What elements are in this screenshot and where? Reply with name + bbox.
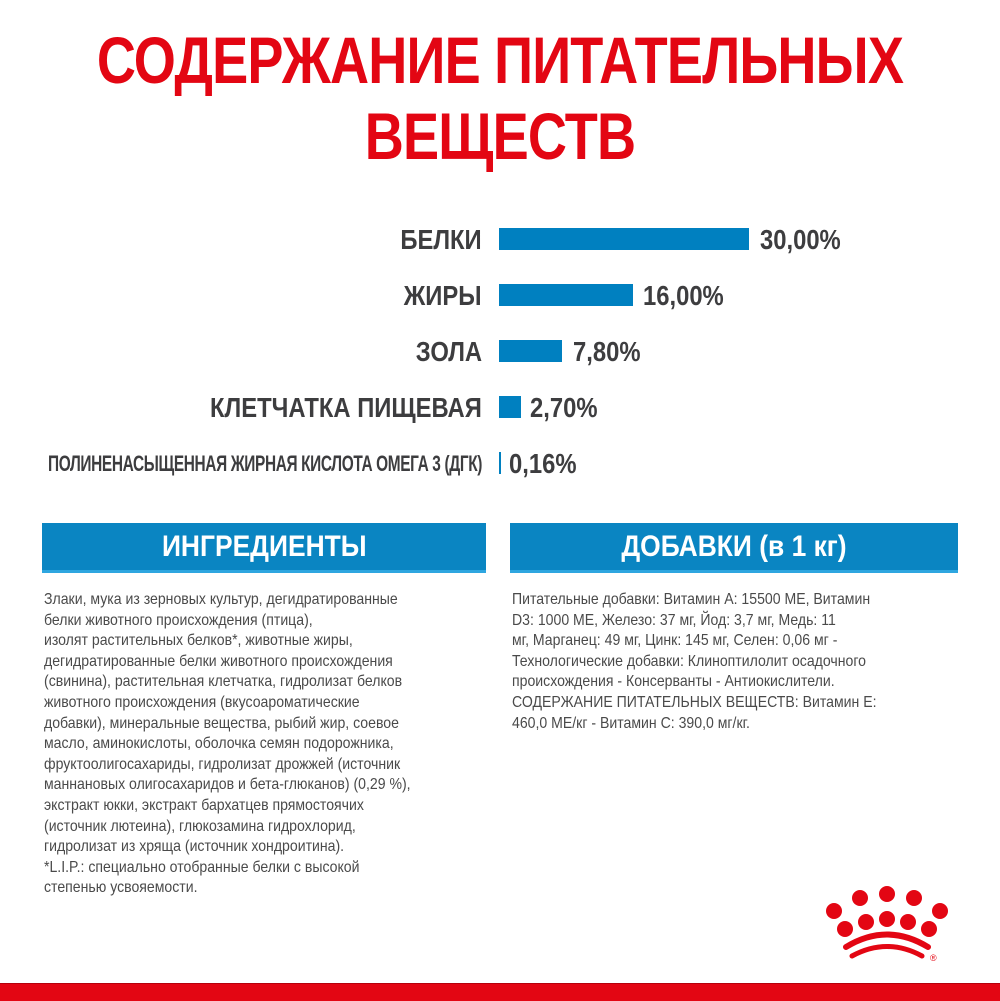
- ingredients-text: Злаки, мука из зерновых культур, дегидра…: [44, 590, 411, 899]
- ingredients-header: ИНГРЕДИЕНТЫ: [42, 523, 486, 573]
- chart-row-ash: ЗОЛА 7,80%: [0, 332, 1000, 372]
- ingredients-line: гидролизат из хряща (источник хондроитин…: [44, 838, 345, 856]
- chart-label: ЗОЛА: [415, 336, 482, 367]
- chart-row-protein: БЕЛКИ 30,00%: [0, 220, 1000, 260]
- chart-label: КЛЕТЧАТКА ПИЩЕВАЯ: [210, 392, 482, 423]
- chart-value: 30,00%: [760, 224, 841, 255]
- chart-bar: [499, 228, 749, 250]
- chart-value: 7,80%: [573, 336, 641, 367]
- ingredients-line: масло, аминокислоты, оболочка семян подо…: [44, 735, 394, 753]
- ingredients-line: (свинина), растительная клетчатка, гидро…: [44, 673, 403, 691]
- chart-bar: [499, 396, 521, 418]
- bottom-red-band: [0, 983, 1000, 1001]
- chart-label: ЖИРЫ: [404, 280, 482, 311]
- additives-line: D3: 1000 МЕ, Железо: 37 мг, Йод: 3,7 мг,…: [512, 611, 836, 629]
- additives-line: мг, Марганец: 49 мг, Цинк: 145 мг, Селен…: [512, 632, 838, 650]
- chart-value: 2,70%: [530, 392, 598, 423]
- ingredients-line: экстракт юкки, экстракт бархатцев прямос…: [44, 796, 364, 814]
- ingredients-line: фруктоолигосахариды, гидролизат дрожжей …: [44, 755, 401, 773]
- chart-value: 16,00%: [643, 280, 724, 311]
- additives-header: ДОБАВКИ (в 1 кг): [510, 523, 958, 573]
- additives-line: 460,0 МЕ/кг - Витамин С: 390,0 мг/кг.: [512, 714, 750, 732]
- chart-bar: [499, 340, 562, 362]
- additives-line: СОДЕРЖАНИЕ ПИТАТЕЛЬНЫХ ВЕЩЕСТВ: Витамин …: [512, 693, 877, 711]
- ingredients-line: (источник лютеина), глюкозамина гидрохло…: [44, 817, 356, 835]
- ingredients-line: животного происхождения (вкусоароматичес…: [44, 693, 360, 711]
- ingredients-line: *L.I.P.: специально отобранные белки с в…: [44, 858, 360, 876]
- ingredients-line: маннановых олигосахаридов и бета-глюкано…: [44, 776, 411, 794]
- chart-label: БЕЛКИ: [400, 224, 482, 255]
- chart-value: 0,16%: [509, 448, 577, 479]
- additives-line: происхождения - Консерванты - Антиокисли…: [512, 673, 835, 691]
- additives-line: Питательные добавки: Витамин А: 15500 МЕ…: [512, 591, 871, 608]
- chart-bar: [499, 452, 501, 474]
- ingredients-line: дегидратированные белки животного происх…: [44, 652, 393, 670]
- chart-row-fat: ЖИРЫ 16,00%: [0, 276, 1000, 316]
- title-line-2: ВЕЩЕСТВ: [364, 99, 636, 173]
- chart-bar: [499, 284, 633, 306]
- chart-label: ПОЛИНЕНАСЫЩЕННАЯ ЖИРНАЯ КИСЛОТА ОМЕГА 3 …: [47, 451, 482, 476]
- page-title: СОДЕРЖАНИЕ ПИТАТЕЛЬНЫХ ВЕЩЕСТВ: [90, 22, 910, 174]
- chart-row-fiber: КЛЕТЧАТКА ПИЩЕВАЯ 2,70%: [0, 388, 1000, 428]
- registered-mark: ®: [930, 953, 937, 962]
- ingredients-line: Злаки, мука из зерновых культур, дегидра…: [44, 591, 398, 608]
- ingredients-line: изолят растительных белков*, животные жи…: [44, 632, 353, 650]
- additives-line: Технологические добавки: Клиноптилолит о…: [512, 652, 866, 670]
- title-line-1: СОДЕРЖАНИЕ ПИТАТЕЛЬНЫХ: [96, 23, 904, 97]
- nutrient-bar-chart: БЕЛКИ 30,00% ЖИРЫ 16,00% ЗОЛА 7,80% КЛЕТ…: [0, 215, 1000, 485]
- ingredients-line: белки животного происхождения (птица),: [44, 611, 313, 629]
- additives-text: Питательные добавки: Витамин А: 15500 МЕ…: [512, 590, 877, 734]
- royal-canin-crown-icon: ®: [820, 882, 970, 963]
- chart-row-omega3: ПОЛИНЕНАСЫЩЕННАЯ ЖИРНАЯ КИСЛОТА ОМЕГА 3 …: [0, 444, 1000, 484]
- ingredients-header-text: ИНГРЕДИЕНТЫ: [161, 530, 367, 563]
- ingredients-line: добавки), минеральные вещества, рыбий жи…: [44, 714, 399, 732]
- additives-header-text: ДОБАВКИ (в 1 кг): [621, 530, 847, 563]
- ingredients-line: степенью усвояемости.: [44, 879, 198, 897]
